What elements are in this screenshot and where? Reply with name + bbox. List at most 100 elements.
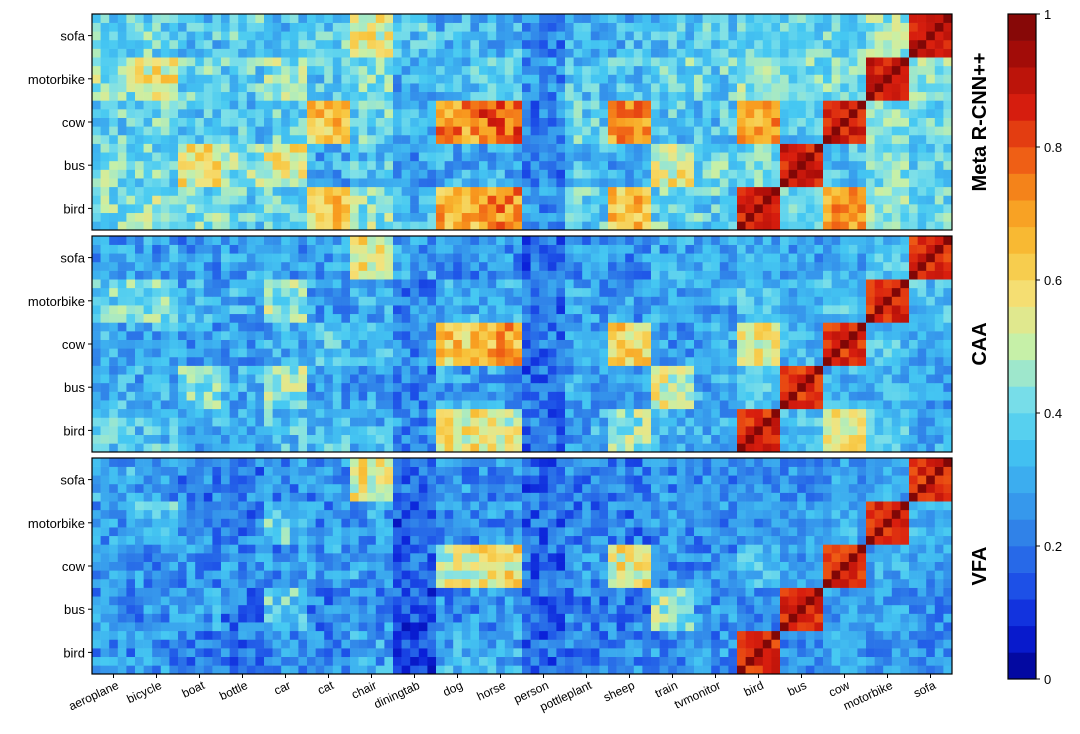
heatmap-cell: [814, 261, 824, 271]
heatmap-cell: [917, 160, 927, 170]
heatmap-cell: [341, 186, 351, 196]
heatmap-cell: [298, 434, 308, 444]
heatmap-cell: [255, 313, 265, 323]
heatmap-cell: [393, 253, 402, 263]
heatmap-cell: [393, 169, 402, 179]
heatmap-cell: [900, 374, 910, 384]
heatmap-cell: [917, 117, 927, 127]
heatmap-cell: [350, 443, 359, 453]
heatmap-cell: [229, 109, 239, 118]
heatmap-cell: [453, 31, 463, 41]
heatmap-cell: [109, 382, 119, 392]
heatmap-cell: [522, 74, 531, 84]
heatmap-cell: [874, 221, 884, 231]
heatmap-cell: [676, 160, 686, 170]
heatmap-cell: [891, 279, 901, 289]
heatmap-cell: [238, 408, 248, 418]
heatmap-cell: [393, 160, 402, 170]
heatmap-cell: [599, 356, 609, 366]
heatmap-cell: [307, 426, 316, 436]
heatmap-cell: [229, 434, 239, 444]
heatmap-cell: [522, 356, 531, 366]
heatmap-cell: [900, 74, 910, 84]
heatmap-cell: [358, 100, 368, 110]
heatmap-cell: [169, 212, 179, 222]
heatmap-cell: [504, 261, 514, 271]
heatmap-cell: [513, 296, 523, 306]
heatmap-cell: [685, 443, 695, 453]
heatmap-cell: [642, 91, 652, 101]
heatmap-cell: [324, 261, 334, 271]
heatmap-cell: [891, 22, 901, 32]
heatmap-cell: [823, 143, 832, 153]
heatmap-cell: [246, 296, 256, 306]
heatmap-cell: [728, 408, 738, 418]
heatmap-cell: [874, 270, 884, 280]
heatmap-cell: [169, 426, 179, 436]
heatmap-cell: [659, 279, 669, 289]
heatmap-cell: [143, 287, 153, 297]
heatmap-cell: [350, 305, 359, 315]
heatmap-cell: [702, 356, 712, 366]
heatmap-cell: [203, 91, 213, 101]
heatmap-cell: [582, 39, 592, 49]
heatmap-cell: [694, 57, 703, 67]
heatmap-cell: [573, 426, 583, 436]
heatmap-cell: [479, 204, 488, 214]
heatmap-cell: [246, 261, 256, 271]
heatmap-cell: [358, 126, 368, 136]
heatmap-cell: [926, 382, 936, 392]
heatmap-cell: [917, 143, 927, 153]
heatmap-cell: [281, 305, 291, 315]
heatmap-cell: [539, 22, 549, 32]
heatmap-cell: [410, 91, 420, 101]
heatmap-cell: [281, 91, 291, 101]
heatmap-cell: [384, 39, 394, 49]
heatmap-cell: [272, 244, 282, 254]
heatmap-cell: [719, 434, 729, 444]
heatmap-cell: [651, 91, 660, 101]
heatmap-cell: [126, 14, 136, 23]
heatmap-cell: [195, 356, 205, 366]
heatmap-cell: [530, 382, 540, 392]
heatmap-cell: [539, 253, 549, 263]
heatmap-cell: [608, 339, 617, 349]
heatmap-cell: [891, 331, 901, 340]
heatmap-cell: [504, 339, 514, 349]
heatmap-cell: [487, 143, 497, 153]
heatmap-cell: [943, 100, 953, 110]
heatmap-cell: [100, 169, 110, 179]
heatmap-cell: [780, 160, 789, 170]
heatmap-cell: [350, 374, 359, 384]
heatmap-cell: [599, 65, 609, 75]
heatmap-cell: [281, 74, 291, 84]
heatmap-cell: [737, 356, 746, 366]
heatmap-cell: [264, 126, 273, 136]
heatmap-cell: [160, 143, 170, 153]
heatmap-cell: [324, 374, 334, 384]
heatmap-cell: [470, 365, 480, 375]
heatmap-cell: [573, 279, 583, 289]
heatmap-cell: [891, 434, 901, 444]
heatmap-cell: [203, 212, 213, 222]
heatmap-cell: [281, 296, 291, 306]
heatmap-cell: [891, 244, 901, 254]
heatmap-cell: [848, 417, 858, 427]
heatmap-cell: [547, 287, 557, 297]
heatmap-cell: [745, 365, 755, 375]
heatmap-cell: [659, 400, 669, 410]
heatmap-cell: [522, 39, 531, 49]
heatmap-cell: [332, 322, 342, 332]
heatmap-cell: [229, 22, 239, 32]
heatmap-cell: [771, 221, 781, 231]
heatmap-cell: [900, 365, 910, 375]
heatmap-cell: [350, 313, 359, 323]
heatmap-cell: [143, 178, 153, 188]
heatmap-cell: [582, 74, 592, 84]
heatmap-cell: [651, 339, 660, 349]
heatmap-cell: [539, 74, 549, 84]
heatmap-cell: [676, 356, 686, 366]
heatmap-cell: [255, 236, 265, 245]
heatmap-cell: [866, 48, 875, 58]
heatmap-cell: [186, 296, 196, 306]
